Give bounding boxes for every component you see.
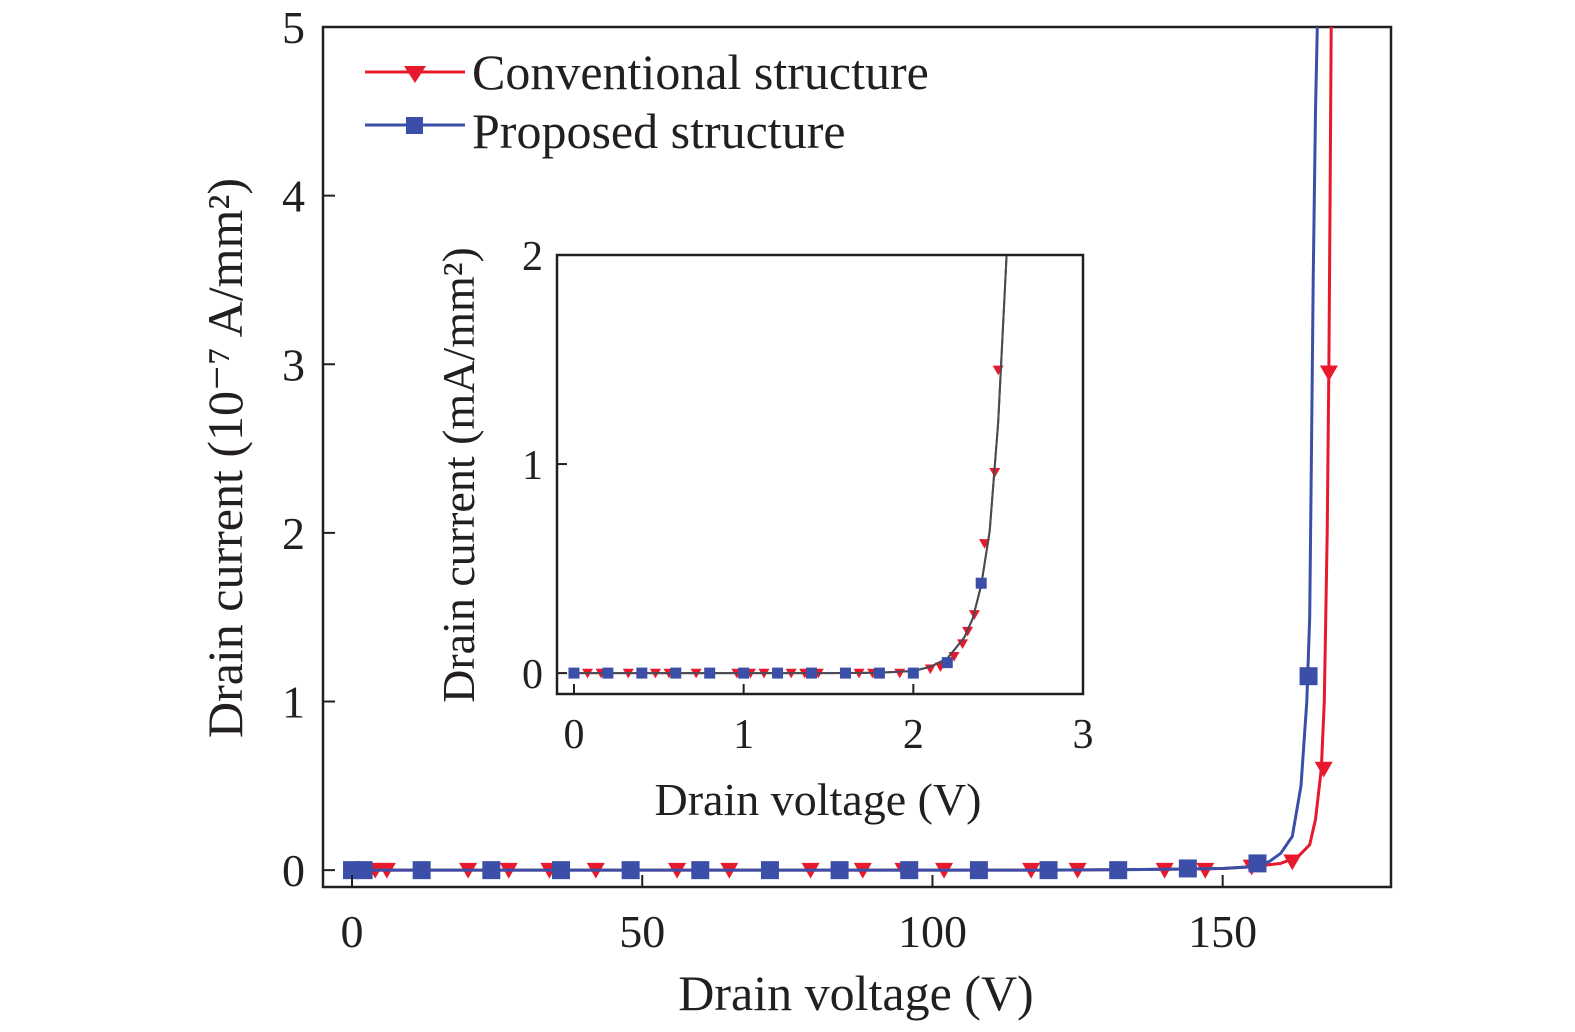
inset-marker-proposed <box>839 667 851 679</box>
main-y-axis-title: Drain current (10⁻⁷ A/mm²) <box>197 178 253 738</box>
main-marker-proposed <box>830 861 849 880</box>
inset-y-axis-title: Drain current (mA/mm²) <box>433 247 484 703</box>
main-marker-conventional <box>1155 862 1174 879</box>
inset-marker-proposed <box>975 577 987 589</box>
inset-marker-proposed <box>670 667 682 679</box>
main-marker-proposed <box>621 861 640 880</box>
inset-marker-proposed <box>772 667 784 679</box>
main-marker-conventional <box>1314 761 1333 778</box>
legend-label-conventional: Conventional structure <box>472 44 929 100</box>
main-marker-proposed <box>1039 861 1058 880</box>
main-marker-proposed <box>1109 861 1128 880</box>
inset-marker-proposed <box>568 667 580 679</box>
main-marker-proposed <box>900 861 919 880</box>
inset-x-tick-label: 2 <box>903 712 924 758</box>
legend: Conventional structure Proposed structur… <box>365 44 929 159</box>
inset-marker-proposed <box>941 657 953 669</box>
legend-marker-conventional <box>404 66 426 83</box>
main-marker-conventional <box>1196 862 1215 879</box>
legend-label-proposed: Proposed structure <box>472 103 846 159</box>
main-marker-conventional <box>1319 365 1338 382</box>
inset-marker-proposed <box>873 667 885 679</box>
main-y-tick-label: 1 <box>282 677 305 728</box>
main-marker-proposed <box>1248 854 1267 873</box>
inset-x-tick-label: 0 <box>563 712 584 758</box>
inset-plot-frame <box>555 253 1085 696</box>
inset-axes: 0 1 2 3 0 1 2 <box>522 234 1094 758</box>
main-plot-frame <box>321 25 1393 889</box>
main-x-tick-label: 100 <box>898 906 967 957</box>
main-x-axis-title: Drain voltage (V) <box>678 965 1033 1021</box>
main-y-tick-label: 5 <box>282 2 305 53</box>
main-marker-proposed <box>969 861 988 880</box>
inset-x-tick-label: 1 <box>733 712 754 758</box>
inset-marker-proposed <box>704 667 716 679</box>
inset-marker-proposed <box>602 667 614 679</box>
main-marker-proposed <box>551 861 570 880</box>
main-marker-proposed <box>412 861 431 880</box>
main-marker-proposed <box>354 861 373 880</box>
inset-x-tick-label: 3 <box>1073 712 1094 758</box>
inset-marker-proposed <box>907 667 919 679</box>
main-marker-proposed <box>691 861 710 880</box>
inset-marker-proposed <box>806 667 818 679</box>
main-marker-proposed <box>482 861 501 880</box>
main-marker-proposed <box>1178 859 1197 878</box>
legend-marker-proposed <box>406 117 423 134</box>
main-marker-proposed <box>760 861 779 880</box>
main-x-tick-label: 50 <box>619 906 665 957</box>
inset-y-tick-label: 1 <box>522 443 543 489</box>
inset-y-tick-label: 2 <box>522 234 543 280</box>
main-plot-area <box>343 27 1338 880</box>
inset-y-tick-label: 0 <box>522 652 543 698</box>
inset-marker-proposed <box>636 667 648 679</box>
main-marker-proposed <box>1299 667 1318 686</box>
main-x-tick-label: 150 <box>1188 906 1257 957</box>
inset-plot-area <box>568 255 1008 679</box>
inset-x-axis-title: Drain voltage (V) <box>655 774 982 825</box>
main-y-tick-label: 0 <box>282 845 305 896</box>
inset-marker-proposed <box>738 667 750 679</box>
main-y-tick-label: 2 <box>282 508 305 559</box>
main-y-tick-label: 4 <box>282 171 305 222</box>
main-y-tick-label: 3 <box>282 339 305 390</box>
main-x-tick-label: 0 <box>341 906 364 957</box>
main-marker-conventional <box>1283 854 1302 871</box>
inset-line-proposed <box>574 255 1008 675</box>
